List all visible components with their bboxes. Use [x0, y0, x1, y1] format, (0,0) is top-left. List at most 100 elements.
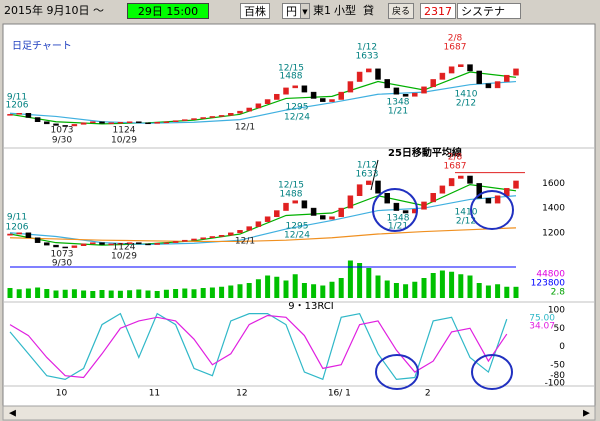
volume-bar [71, 289, 77, 298]
candle [218, 234, 225, 237]
annotation-price: 1488 [280, 72, 303, 82]
candle [80, 243, 87, 246]
volume-bar [301, 283, 307, 298]
candle [34, 117, 41, 122]
scrollbar[interactable] [2, 405, 596, 421]
candle [218, 115, 225, 117]
candle [163, 121, 170, 123]
volume-bar [246, 283, 252, 298]
annotation-price: 1206 [6, 101, 29, 111]
volume-bar [283, 280, 289, 298]
candle [393, 202, 400, 211]
annotation-date: 1/12 [357, 43, 377, 53]
candle [264, 99, 271, 105]
annotation-price: 1124 [113, 126, 136, 136]
stock-name: システナ [457, 3, 521, 19]
candle [7, 233, 13, 236]
candle [264, 216, 271, 222]
candle [356, 184, 363, 196]
candle [191, 238, 197, 241]
annotation-price: 1295 [286, 103, 309, 113]
candle [310, 207, 317, 216]
volume-stat: 2.8 [551, 288, 566, 298]
annotation-date: 12/15 [278, 181, 304, 191]
date: 2015年 9月10日 ～ [4, 4, 104, 17]
candle [366, 68, 372, 73]
y-tick-label: 1600 [542, 179, 565, 189]
candle [375, 180, 381, 194]
candle [80, 122, 87, 125]
candle [301, 85, 308, 93]
y-tick-label: 1200 [542, 228, 565, 238]
volume-stat: 123800 [531, 279, 566, 289]
annotation-date: 9/30 [52, 259, 72, 269]
candle [467, 64, 473, 72]
y-tick-label: -50 [550, 360, 565, 370]
candle [237, 110, 243, 114]
candle [163, 242, 170, 244]
candle [356, 71, 363, 82]
highlight-circle [372, 188, 418, 232]
candle [255, 103, 262, 109]
y-tick-label: 100 [548, 306, 565, 316]
rci-current: 75.00 [529, 314, 555, 324]
scroll-left[interactable]: ◀ [9, 409, 16, 419]
candle [329, 99, 335, 102]
candle [476, 183, 482, 199]
rci-line [9, 312, 508, 381]
volume-bar [228, 285, 234, 298]
volume-bar [495, 284, 501, 298]
volume-bar [338, 278, 344, 298]
candle [329, 216, 335, 220]
dropdown[interactable]: ▼ [300, 3, 310, 19]
volume-bar [375, 275, 381, 298]
volume-bar [255, 279, 261, 298]
candle [458, 64, 464, 67]
candle [71, 124, 78, 127]
volume-bar [191, 289, 197, 298]
x-tick-label: 11 [149, 389, 160, 399]
candle [421, 201, 427, 210]
candle [237, 230, 243, 234]
candle [209, 236, 216, 238]
volume-bar [421, 278, 427, 298]
volume-bar [44, 289, 50, 298]
candle [384, 193, 390, 204]
x-tick-label: 16/ 1 [328, 389, 351, 399]
candle [283, 87, 289, 95]
candle [90, 121, 96, 124]
code[interactable]: 2317 [420, 3, 456, 19]
time-box[interactable]: 29日 15:00 [127, 3, 209, 19]
volume-bar [504, 286, 510, 298]
volume-bar [357, 263, 363, 298]
candle [448, 178, 455, 187]
y-tick-label: -100 [545, 379, 566, 389]
back-button[interactable]: 戻る [388, 3, 414, 19]
candle [136, 242, 142, 245]
scroll-right[interactable]: ▶ [583, 409, 590, 419]
candle [494, 195, 501, 204]
unit: 百株 [240, 3, 270, 19]
y-tick-label: 1400 [542, 204, 565, 214]
annotation-date: 9/30 [52, 136, 72, 146]
candle [430, 79, 436, 88]
rci-current: 34.07 [529, 322, 555, 332]
highlight-circle [471, 354, 513, 390]
candle [430, 193, 436, 203]
annotation-price: 1687 [444, 43, 467, 53]
candle [384, 79, 390, 89]
candle [53, 123, 59, 126]
annotation-date: 1/21 [388, 222, 408, 232]
candle [154, 243, 160, 245]
candle [412, 92, 418, 97]
currency[interactable]: 円 [282, 3, 301, 19]
x-tick-label: 2 [425, 389, 431, 399]
annotation-price: 1206 [6, 223, 29, 233]
note-arrow [370, 159, 379, 191]
candle [62, 246, 68, 249]
toolbar: 2015年 9月10日 ～ 29日 15:00 百株 円 ▼ 東1 小型 貸 戻… [0, 0, 600, 22]
volume-bar [35, 287, 41, 298]
volume-bar [403, 284, 409, 298]
